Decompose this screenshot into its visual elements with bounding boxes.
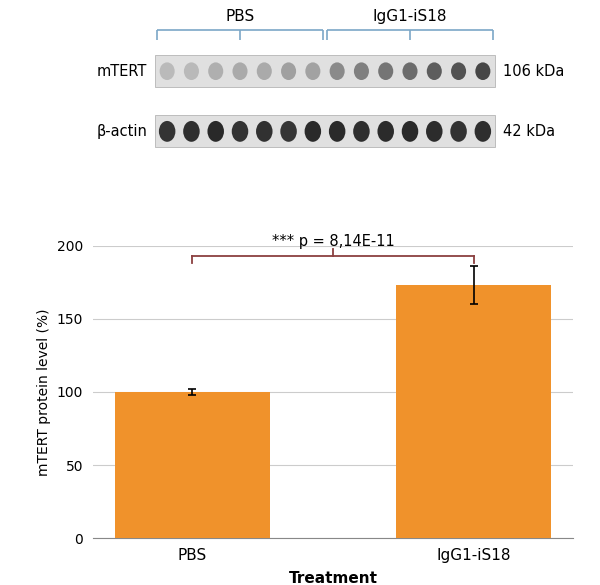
Text: IgG1-iS18: IgG1-iS18 bbox=[373, 9, 447, 24]
Text: PBS: PBS bbox=[226, 9, 254, 24]
X-axis label: Treatment: Treatment bbox=[289, 572, 377, 585]
Ellipse shape bbox=[475, 121, 491, 142]
Y-axis label: mTERT protein level (%): mTERT protein level (%) bbox=[37, 308, 52, 476]
Ellipse shape bbox=[451, 121, 467, 142]
Text: 106 kDa: 106 kDa bbox=[503, 64, 565, 79]
Ellipse shape bbox=[475, 63, 490, 80]
Ellipse shape bbox=[232, 121, 248, 142]
Ellipse shape bbox=[305, 121, 321, 142]
Ellipse shape bbox=[184, 63, 199, 80]
Text: 42 kDa: 42 kDa bbox=[503, 124, 555, 139]
Ellipse shape bbox=[256, 121, 272, 142]
Bar bbox=[155, 115, 495, 147]
Ellipse shape bbox=[354, 63, 369, 80]
Ellipse shape bbox=[427, 63, 442, 80]
Text: *** p = 8,14E-11: *** p = 8,14E-11 bbox=[272, 233, 394, 249]
Ellipse shape bbox=[353, 121, 370, 142]
Ellipse shape bbox=[281, 63, 296, 80]
Ellipse shape bbox=[160, 63, 175, 80]
Ellipse shape bbox=[403, 63, 418, 80]
Ellipse shape bbox=[451, 63, 466, 80]
Bar bbox=[397, 285, 551, 538]
Ellipse shape bbox=[377, 121, 394, 142]
Ellipse shape bbox=[183, 121, 200, 142]
Bar bbox=[115, 392, 269, 538]
Ellipse shape bbox=[208, 63, 223, 80]
Ellipse shape bbox=[280, 121, 297, 142]
Ellipse shape bbox=[329, 121, 346, 142]
Ellipse shape bbox=[159, 121, 175, 142]
Ellipse shape bbox=[329, 63, 344, 80]
Text: mTERT: mTERT bbox=[97, 64, 147, 79]
Ellipse shape bbox=[305, 63, 320, 80]
Ellipse shape bbox=[232, 63, 248, 80]
Ellipse shape bbox=[208, 121, 224, 142]
Ellipse shape bbox=[378, 63, 393, 80]
Ellipse shape bbox=[257, 63, 272, 80]
Text: β-actin: β-actin bbox=[96, 124, 147, 139]
Bar bbox=[155, 55, 495, 87]
Ellipse shape bbox=[426, 121, 443, 142]
Ellipse shape bbox=[402, 121, 418, 142]
